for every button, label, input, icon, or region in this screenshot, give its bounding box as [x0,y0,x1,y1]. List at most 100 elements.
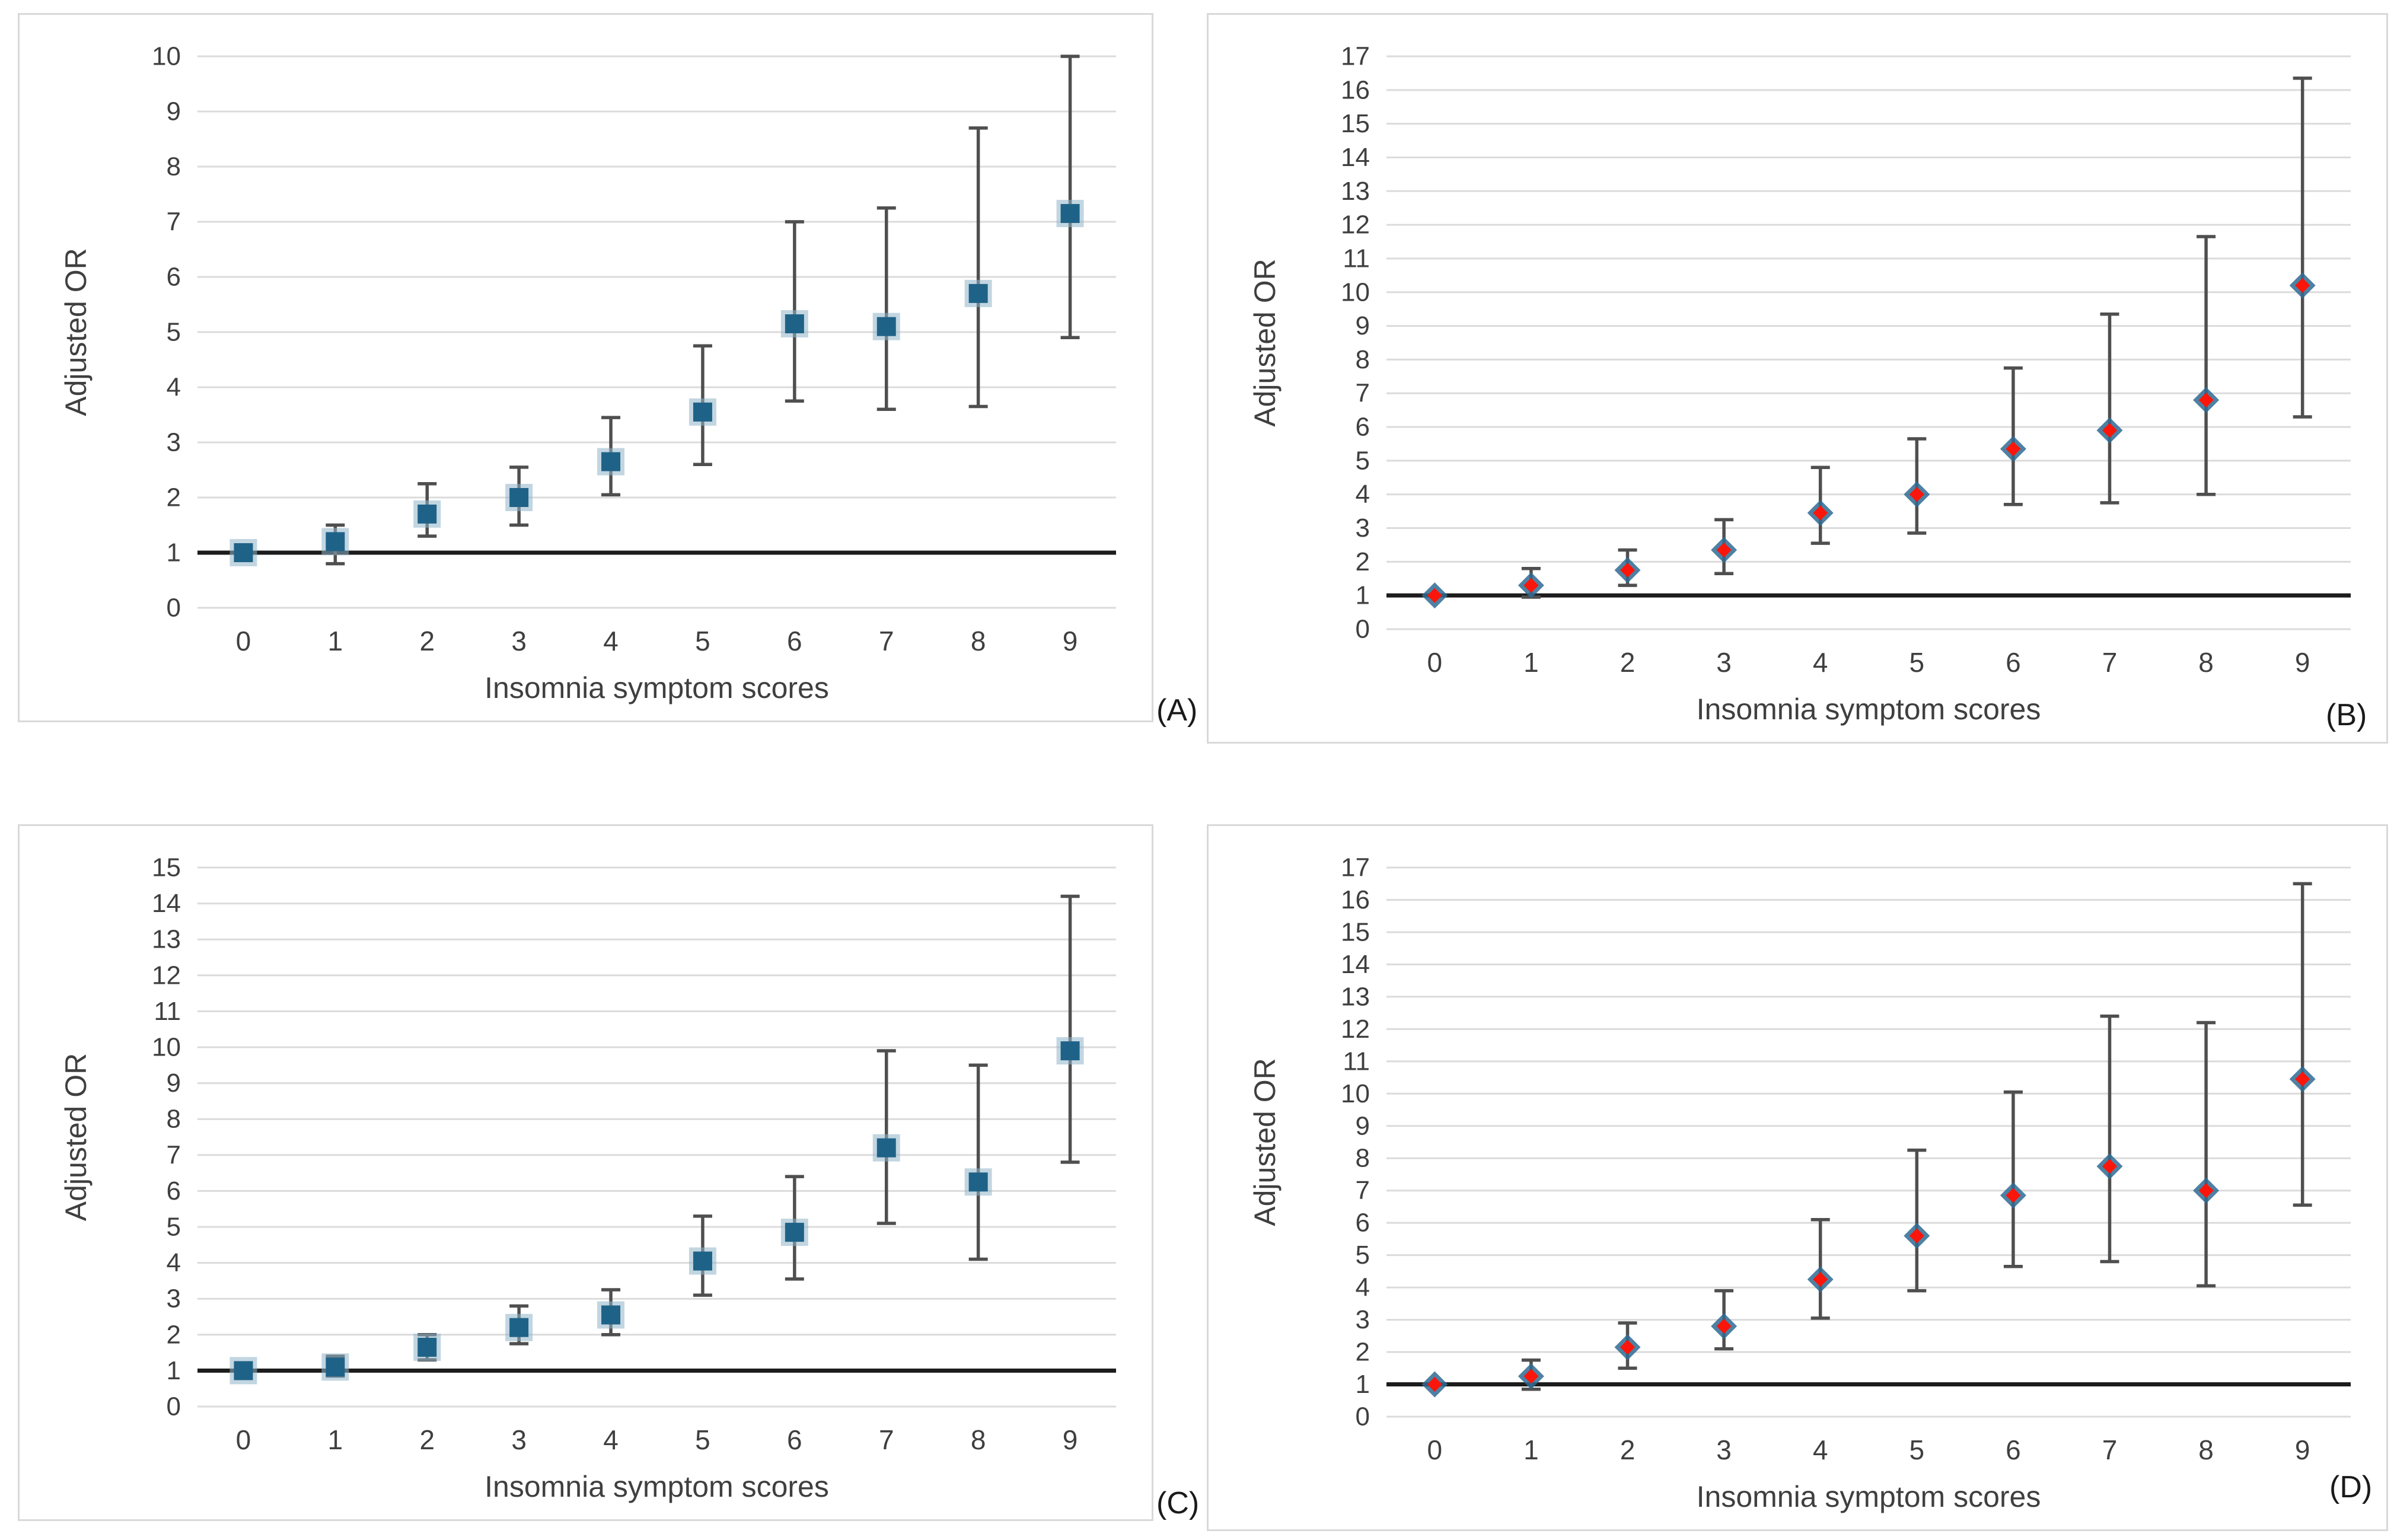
diamond-marker [1427,588,1442,603]
y-tick-label: 10 [152,1033,181,1062]
y-tick-label: 13 [152,925,181,954]
y-tick-label: 15 [152,853,181,882]
square-marker [1060,1041,1080,1061]
diamond-marker [1813,505,1828,521]
x-tick-label: 8 [971,1424,986,1455]
x-tick-label: 8 [971,626,986,656]
y-tick-label: 7 [1356,1176,1370,1205]
x-tick-label: 1 [1523,1434,1539,1465]
y-tick-label: 2 [1356,1338,1370,1367]
y-tick-label: 6 [1356,413,1370,442]
x-tick-label: 9 [1063,626,1078,656]
error-bars [326,894,1080,1378]
x-axis-tick-labels: 0 1 2 3 4 5 6 7 8 9 [236,626,1078,656]
y-tick-label: 4 [1356,480,1370,509]
x-tick-label: 1 [328,626,343,656]
x-tick-label: 6 [787,1424,802,1455]
y-tick-label: 8 [1356,1144,1370,1173]
y-tick-label: 5 [167,318,181,347]
y-tick-label: 7 [167,1140,181,1169]
x-tick-label: 1 [1523,647,1539,678]
x-tick-label: 1 [328,1424,343,1455]
diamond-marker [2198,1183,2214,1198]
x-tick-label: 8 [2198,1434,2214,1465]
square-marker [417,504,437,524]
y-tick-label: 17 [1341,853,1370,882]
diamond-marker [1523,1369,1539,1384]
panel-d: 0 1 2 3 4 5 6 7 8 9 10 11 12 13 14 15 16 17 0 1 2 3 4 5 6 7 8 9 Adju… [1207,824,2388,1531]
diamond-marker [1909,1228,1924,1244]
diamond-marker [2006,441,2021,457]
square-marker [693,402,712,422]
y-tick-label: 1 [167,538,181,567]
x-tick-label: 3 [511,626,527,656]
x-axis-tick-labels: 0 1 2 3 4 5 6 7 8 9 [1427,1434,2310,1465]
y-tick-label: 16 [1341,75,1370,104]
square-marker [326,532,345,551]
x-tick-label: 2 [419,626,435,656]
x-tick-label: 2 [1620,647,1636,678]
x-axis-tick-labels: 0 1 2 3 4 5 6 7 8 9 [1427,647,2310,678]
x-tick-label: 7 [879,626,894,656]
x-tick-label: 5 [1910,647,1925,678]
y-tick-label: 4 [1356,1273,1370,1302]
y-tick-label: 9 [167,1069,181,1098]
markers [1421,272,2316,609]
y-tick-label: 12 [152,961,181,990]
x-tick-label: 5 [695,626,710,656]
panel-caption-a: (A) [1156,693,1198,728]
y-tick-label: 16 [1341,885,1370,914]
panel-caption-c: (C) [1156,1486,1200,1520]
y-tick-label: 8 [167,152,181,181]
x-axis-title: Insomnia symptom scores [1697,693,2041,726]
x-tick-label: 9 [1063,1424,1078,1455]
x-tick-label: 9 [2295,647,2310,678]
y-tick-label: 15 [1341,109,1370,138]
y-tick-label: 3 [1356,514,1370,543]
x-tick-label: 4 [1813,1434,1828,1465]
y-tick-label: 4 [167,1248,181,1277]
y-tick-label: 6 [167,1176,181,1206]
panel-a: 0 1 2 3 4 5 6 7 8 9 10 0 1 2 3 4 5 6 7 8 9 Adjusted OR Insomni… [18,13,1153,722]
x-tick-label: 7 [879,1424,894,1455]
diamond-marker [1716,1318,1732,1334]
square-marker [785,314,804,334]
y-tick-label: 8 [167,1105,181,1134]
x-tick-label: 2 [419,1424,435,1455]
square-marker [234,543,253,562]
markers [1421,1066,2316,1398]
square-marker [968,283,988,303]
y-tick-label: 14 [1341,950,1370,979]
y-tick-label: 17 [1341,42,1370,71]
x-tick-label: 8 [2198,647,2214,678]
square-marker [234,1361,253,1380]
y-tick-label: 1 [167,1356,181,1385]
y-tick-label: 1 [1356,581,1370,610]
y-tick-label: 10 [152,42,181,71]
diamond-marker [2295,1072,2310,1087]
y-axis-title: Adjusted OR [1248,1058,1282,1226]
y-tick-label: 0 [1356,615,1370,644]
panel-chart-svg: 0 1 2 3 4 5 6 7 8 9 10 0 1 2 3 4 5 6 7 8 9 Adjusted OR Insomni… [59,42,1116,704]
y-tick-label: 8 [1356,345,1370,374]
square-marker [876,1138,896,1158]
diamond-marker [2295,278,2310,293]
y-tick-label: 2 [167,1320,181,1349]
markers [229,1037,1084,1385]
square-marker [785,1223,804,1242]
square-marker [601,1305,621,1325]
y-tick-label: 9 [1356,1111,1370,1140]
diamond-marker [2102,423,2117,438]
x-tick-label: 3 [511,1424,527,1455]
y-tick-label: 11 [154,997,181,1026]
x-tick-label: 5 [695,1424,710,1455]
x-tick-label: 3 [1716,1434,1732,1465]
y-tick-label: 3 [1356,1305,1370,1334]
y-tick-label: 12 [1341,1015,1370,1044]
y-axis-title: Adjusted OR [1248,259,1282,426]
diamond-marker [1427,1377,1442,1392]
diamond-marker [1909,487,1924,502]
